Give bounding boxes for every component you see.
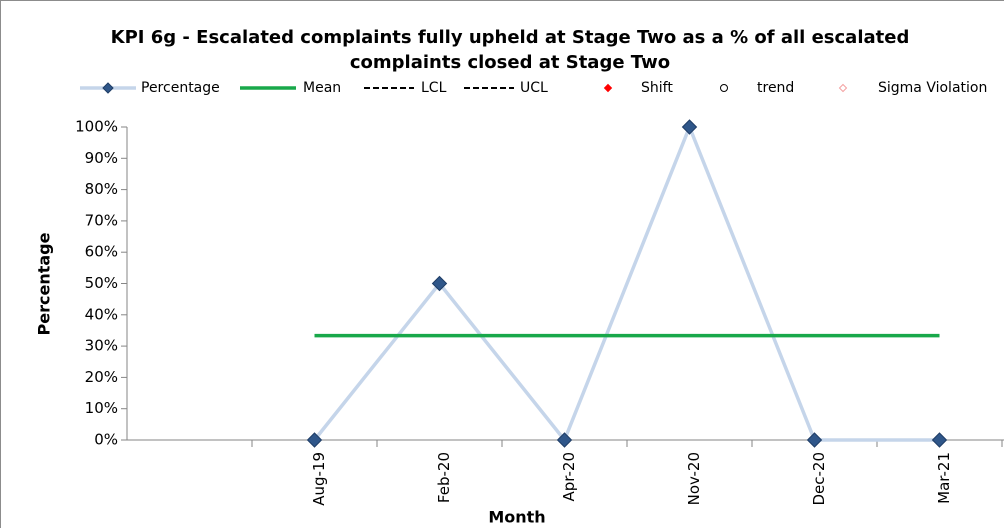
legend-label: Shift [641,80,673,96]
y-tick-label: 30% [85,337,118,355]
chart-title: complaints closed at Stage Two [350,52,670,73]
legend-label: LCL [421,80,447,96]
x-tick-label: Mar-21 [935,452,953,504]
data-point [431,275,448,292]
legend-marker [603,83,613,93]
data-point [681,119,698,135]
legend-marker [838,83,848,93]
x-axis-title: Month [488,508,545,527]
legend-label: UCL [520,80,548,96]
legend-item: Sigma Violation [838,80,987,96]
y-axis-title: Percentage [35,232,54,335]
y-tick-label: 60% [85,243,118,261]
legend: Percentage Mean LCL UCL Shift trend Sigma Viol… [80,80,987,96]
legend-label: Percentage [141,80,220,96]
data-point [806,432,823,448]
y-tick-label: 80% [85,180,118,198]
x-tick-label: Feb-20 [435,452,453,503]
y-tick-label: 20% [85,368,118,386]
legend-marker [720,84,728,92]
y-tick-label: 40% [85,305,118,323]
x-tick-label: Nov-20 [685,452,703,505]
legend-item: UCL [464,80,548,96]
x-tick-label: Aug-19 [310,452,328,506]
y-tick-label: 70% [85,211,118,229]
legend-item: Percentage [80,80,220,96]
data-point [556,432,573,448]
legend-marker [102,82,114,94]
y-tick-label: 10% [85,399,118,417]
y-tick-label: 100% [75,118,118,136]
legend-label: Mean [303,80,341,96]
legend-label: trend [757,80,794,96]
x-tick-label: Dec-20 [810,452,828,506]
legend-item: Mean [240,80,341,96]
legend-item: LCL [364,80,447,96]
x-tick-label: Apr-20 [560,452,578,502]
legend-item: trend [720,80,794,96]
legend-item: Shift [603,80,673,96]
data-point [931,432,948,448]
y-tick-label: 90% [85,149,118,167]
data-point [306,432,323,448]
legend-label: Sigma Violation [878,80,987,96]
chart-title: KPI 6g - Escalated complaints fully uphe… [111,27,910,48]
y-tick-label: 0% [94,431,118,449]
y-tick-label: 50% [85,274,118,292]
series-line [313,122,940,444]
